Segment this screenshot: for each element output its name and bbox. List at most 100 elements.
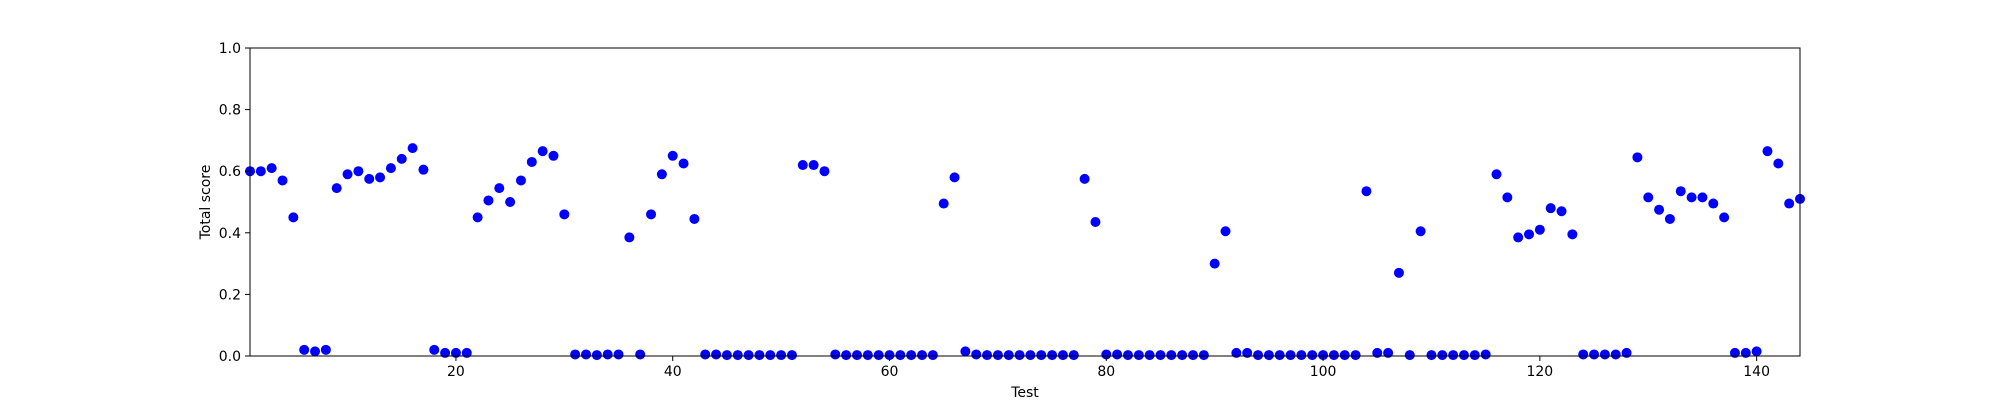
data-point (494, 183, 505, 194)
data-point (548, 150, 559, 161)
data-point (646, 209, 657, 220)
data-point (1383, 347, 1394, 358)
data-point (1513, 232, 1524, 243)
data-point (971, 349, 982, 360)
data-point (667, 150, 678, 161)
data-point (895, 350, 906, 361)
x-tick-label: 40 (664, 364, 682, 380)
data-point (1502, 192, 1513, 203)
data-point (483, 195, 494, 206)
data-point (1686, 192, 1697, 203)
data-point (1328, 350, 1339, 361)
data-point (1610, 349, 1621, 360)
x-axis-ticks: 20 40 60 80 100 120 140 (447, 356, 1770, 380)
data-point (765, 350, 776, 361)
data-point (1599, 349, 1610, 360)
plot-area (250, 48, 1800, 356)
data-point (1534, 224, 1545, 235)
data-point (960, 346, 971, 357)
data-point (505, 197, 516, 207)
data-point (602, 349, 613, 360)
data-point (1524, 229, 1535, 240)
data-point (927, 350, 938, 361)
data-point (1296, 350, 1307, 361)
data-point (1350, 350, 1361, 361)
data-point (873, 350, 884, 361)
data-point (440, 347, 451, 358)
data-point (1480, 349, 1491, 360)
data-point (472, 212, 483, 223)
data-point (1578, 349, 1589, 360)
data-point (862, 350, 873, 361)
data-point (830, 349, 841, 360)
y-tick-label: 0.8 (219, 103, 241, 119)
data-point (320, 344, 331, 355)
data-point (559, 209, 570, 220)
y-tick-label: 0.4 (219, 226, 241, 242)
data-point (1751, 346, 1762, 357)
data-point (1784, 198, 1795, 209)
data-point (396, 153, 407, 164)
data-point (255, 166, 266, 177)
y-tick-label: 0.2 (219, 287, 241, 303)
data-point (1144, 350, 1155, 361)
data-point (1036, 350, 1047, 361)
data-point (407, 143, 418, 154)
data-point (635, 349, 646, 360)
data-point (310, 346, 321, 357)
data-point (819, 166, 830, 177)
data-point (591, 350, 602, 361)
data-point (700, 349, 711, 360)
data-point (1047, 350, 1058, 361)
data-point (711, 349, 722, 360)
data-point (1708, 198, 1719, 209)
data-point (375, 172, 386, 183)
data-point (1589, 349, 1600, 360)
data-point (515, 175, 526, 186)
data-point (949, 172, 960, 183)
data-point (732, 350, 743, 361)
data-point (1697, 192, 1708, 203)
data-point (1675, 186, 1686, 197)
data-point (581, 349, 592, 360)
x-tick-label: 100 (1310, 364, 1337, 380)
data-point (1025, 350, 1036, 361)
data-point (841, 350, 852, 361)
x-tick-label: 140 (1743, 364, 1770, 380)
data-point (743, 350, 754, 361)
data-point (1231, 347, 1242, 358)
data-point (1090, 217, 1101, 228)
plot-frame (249, 47, 1801, 357)
data-point (1274, 350, 1285, 361)
data-point (1155, 350, 1166, 361)
data-point (656, 169, 667, 180)
data-point (1469, 350, 1480, 361)
data-point (1198, 350, 1209, 361)
data-point (1188, 350, 1199, 361)
data-point (754, 350, 765, 361)
data-point (1242, 347, 1253, 358)
data-point (364, 173, 375, 184)
data-point (1263, 350, 1274, 361)
y-axis-label: Total score (198, 165, 214, 241)
data-point (982, 350, 993, 361)
data-point (1426, 350, 1437, 361)
x-tick-label: 60 (881, 364, 899, 380)
data-point (938, 198, 949, 209)
data-point (1122, 350, 1133, 361)
data-point (299, 344, 310, 355)
data-point (288, 212, 299, 223)
data-point (797, 160, 808, 171)
data-point (1404, 350, 1415, 361)
data-point (1177, 350, 1188, 361)
data-point (1448, 350, 1459, 361)
data-point (721, 350, 732, 361)
data-point (1458, 350, 1469, 361)
data-point (277, 175, 288, 186)
data-point (851, 350, 862, 361)
data-point (1545, 203, 1556, 214)
data-point (1719, 212, 1730, 223)
data-point (1664, 213, 1675, 224)
data-point (1643, 192, 1654, 203)
